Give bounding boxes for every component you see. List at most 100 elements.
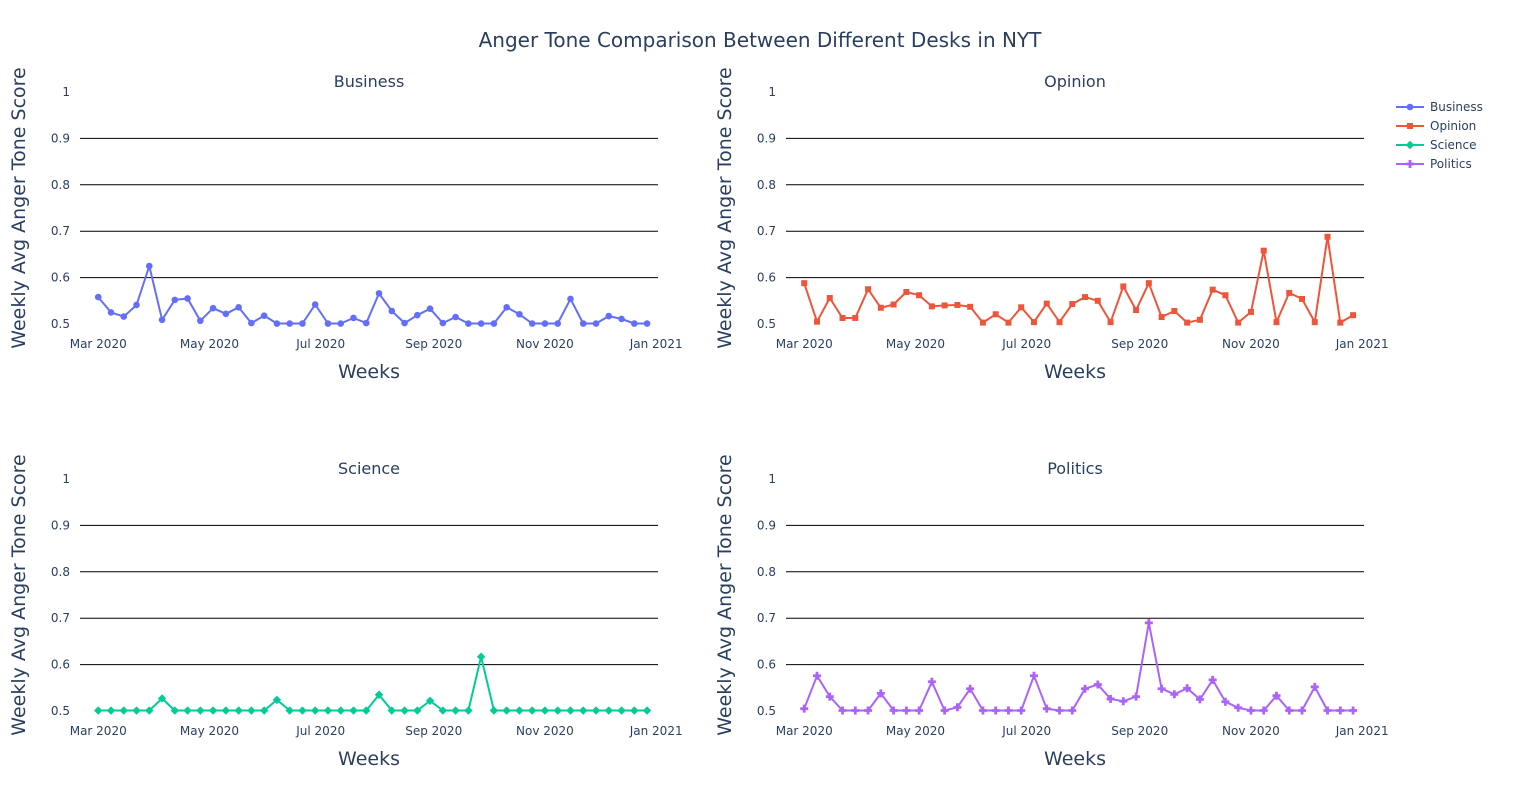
data-point-science: [272, 695, 282, 705]
subplot-title: Opinion: [1044, 72, 1106, 91]
data-point-science: [642, 706, 652, 715]
data-point-politics: [876, 689, 885, 698]
y-tick-label: 0.6: [757, 658, 776, 672]
data-point-opinion: [928, 303, 935, 310]
data-point-opinion: [865, 286, 872, 293]
data-point-business: [286, 320, 293, 327]
data-point-politics: [1195, 695, 1204, 704]
data-point-science: [591, 706, 601, 715]
data-point-business: [235, 303, 242, 311]
data-point-science: [183, 706, 192, 715]
data-point-opinion: [813, 318, 820, 325]
y-axis-title: Weekly Avg Anger Tone Score: [8, 454, 30, 735]
data-point-politics: [1106, 694, 1115, 703]
subplot-opinion: Opinion 0.5 0.6 0.7 0.8 0.9 1 Mar 2020 May 2020 J…: [714, 67, 1389, 383]
data-point-business: [171, 296, 179, 304]
chart-title: Anger Tone Comparison Between Different …: [479, 28, 1043, 52]
y-tick-label: 0.9: [757, 518, 776, 532]
data-point-opinion: [1247, 308, 1254, 315]
data-point-opinion: [1069, 301, 1076, 308]
data-point-opinion: [1196, 316, 1203, 323]
legend-swatch-marker: [1407, 123, 1413, 129]
data-point-science: [362, 706, 371, 715]
data-point-business: [311, 301, 319, 308]
data-point-business: [209, 304, 217, 312]
data-point-business: [273, 320, 281, 327]
data-point-science: [413, 706, 422, 715]
data-point-science: [464, 706, 473, 715]
data-point-politics: [1298, 706, 1307, 715]
data-point-politics: [978, 706, 987, 715]
data-point-science: [157, 694, 167, 703]
x-tick-label: Jan 2021: [629, 724, 683, 738]
legend-item-science: Science: [1396, 138, 1477, 152]
y-tick-label: 0.6: [51, 658, 70, 672]
data-point-politics: [800, 704, 809, 713]
data-point-opinion: [1209, 286, 1216, 293]
data-point-science: [630, 706, 639, 715]
subplot-business: Business 0.5 0.6 0.7 0.8 0.9 1 Mar 2020 May 2020…: [8, 67, 683, 383]
data-point-opinion: [1311, 319, 1318, 326]
data-point-opinion: [1299, 295, 1306, 302]
subplot-science: Science 0.5 0.6 0.7 0.8 0.9 1 Mar 2020 May 2020 J…: [8, 454, 683, 770]
data-point-science: [323, 706, 333, 715]
x-tick-label: Nov 2020: [516, 337, 574, 351]
data-point-science: [476, 652, 486, 661]
x-tick-label: Sep 2020: [1111, 724, 1168, 738]
data-point-opinion: [1324, 233, 1331, 240]
data-point-science: [106, 706, 116, 715]
data-point-politics: [966, 684, 975, 693]
data-point-science: [502, 706, 511, 715]
y-tick-label: 0.7: [757, 611, 776, 625]
data-point-opinion: [1286, 289, 1293, 296]
data-point-science: [132, 706, 141, 715]
data-point-business: [324, 320, 332, 327]
data-point-opinion: [1133, 307, 1140, 314]
x-tick-label: Jan 2021: [1335, 724, 1389, 738]
data-point-politics: [1132, 692, 1141, 701]
legend-label: Politics: [1430, 157, 1472, 171]
data-point-business: [541, 320, 549, 327]
data-point-business: [490, 320, 498, 327]
data-point-opinion: [801, 280, 808, 287]
data-point-business: [197, 317, 204, 325]
data-point-business: [516, 310, 523, 318]
data-point-business: [567, 295, 574, 303]
data-point-business: [503, 303, 510, 311]
y-axis-title: Weekly Avg Anger Tone Score: [714, 454, 736, 735]
data-point-science: [387, 706, 396, 715]
data-point-politics: [940, 706, 949, 715]
x-tick-label: Nov 2020: [516, 724, 574, 738]
data-point-business: [618, 315, 625, 323]
data-point-opinion: [1273, 319, 1280, 326]
data-point-politics: [1055, 706, 1064, 715]
data-point-opinion: [890, 301, 897, 308]
data-point-business: [414, 311, 421, 319]
legend-item-business: Business: [1396, 100, 1483, 114]
data-point-science: [247, 706, 256, 715]
data-point-politics: [1259, 706, 1268, 715]
data-point-business: [401, 319, 408, 327]
data-point-business: [184, 295, 191, 302]
data-point-business: [133, 301, 140, 309]
data-point-opinion: [1337, 319, 1344, 326]
data-point-science: [579, 706, 588, 715]
data-point-business: [426, 305, 434, 312]
data-point-opinion: [852, 314, 859, 321]
data-point-science: [451, 706, 460, 715]
x-tick-label: Mar 2020: [776, 337, 833, 351]
data-point-science: [234, 706, 243, 715]
y-tick-label: 0.6: [51, 271, 70, 285]
data-point-science: [489, 706, 499, 715]
y-tick-label: 1: [768, 85, 776, 99]
data-point-science: [566, 706, 575, 715]
legend-item-politics: Politics: [1396, 157, 1472, 171]
y-tick-label: 1: [62, 472, 70, 486]
data-point-politics: [1029, 671, 1038, 680]
legend: Business Opinion Science Politics: [1396, 100, 1483, 171]
y-tick-label: 0.8: [757, 565, 776, 579]
data-point-science: [298, 706, 307, 715]
data-point-politics: [1246, 706, 1255, 715]
data-point-politics: [812, 671, 821, 680]
data-point-politics: [889, 706, 898, 715]
